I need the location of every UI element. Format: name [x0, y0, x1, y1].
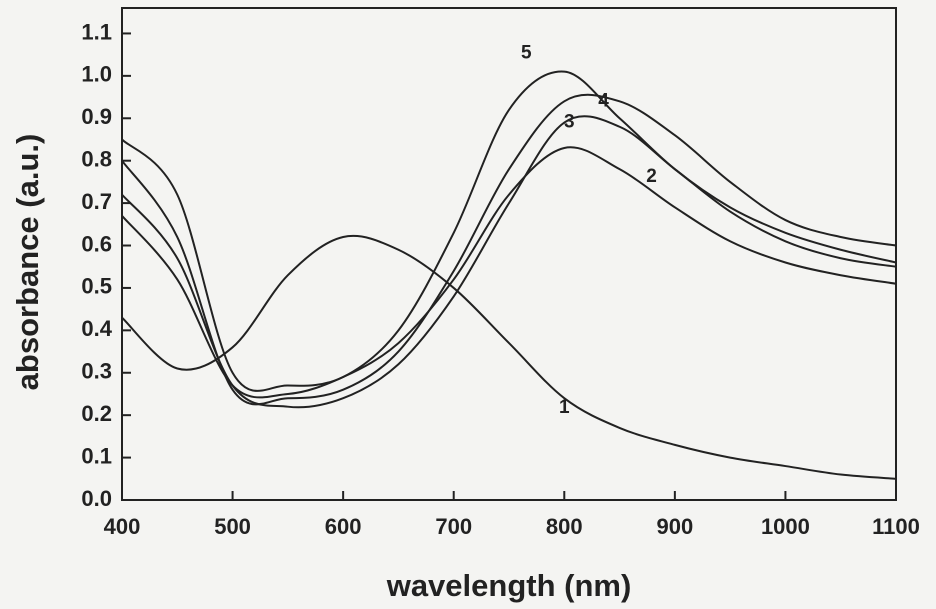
x-tick-label: 800 — [546, 514, 583, 539]
spectrum-line — [121, 70, 897, 392]
y-tick-label: 0.3 — [81, 359, 112, 384]
curve-label: 2 — [646, 166, 657, 187]
spectrum-line — [121, 93, 897, 406]
y-tick-label: 1.0 — [81, 62, 112, 87]
curve-label: 5 — [521, 43, 532, 64]
y-tick-label: 0.7 — [81, 189, 112, 214]
plot-frame — [121, 7, 897, 501]
curve-label: 1 — [559, 397, 570, 418]
y-tick-label: 1.1 — [81, 19, 112, 44]
y-tick-label: 0.9 — [81, 104, 112, 129]
x-tick-label: 900 — [656, 514, 693, 539]
x-tick-label: 600 — [325, 514, 362, 539]
y-tick-label: 0.4 — [81, 316, 112, 341]
y-tick-label: 0.0 — [81, 486, 112, 511]
spectrum-line — [121, 115, 897, 409]
y-axis-title: absorbance (a.u.) — [10, 134, 45, 391]
y-tick-label: 0.5 — [81, 274, 112, 299]
curve-label: 3 — [564, 112, 575, 133]
x-tick-label: 1000 — [761, 514, 810, 539]
y-tick-label: 0.6 — [81, 231, 112, 256]
x-axis-title: wavelength (nm) — [386, 568, 632, 603]
x-tick-label: 700 — [435, 514, 472, 539]
y-tick-label: 0.1 — [81, 443, 112, 468]
y-tick-label: 0.8 — [81, 147, 112, 172]
y-tick-label: 0.2 — [81, 401, 112, 426]
spectrum-line — [121, 235, 897, 480]
x-tick-label: 400 — [104, 514, 141, 539]
x-tick-label: 500 — [214, 514, 251, 539]
x-tick-label: 1100 — [872, 514, 920, 539]
